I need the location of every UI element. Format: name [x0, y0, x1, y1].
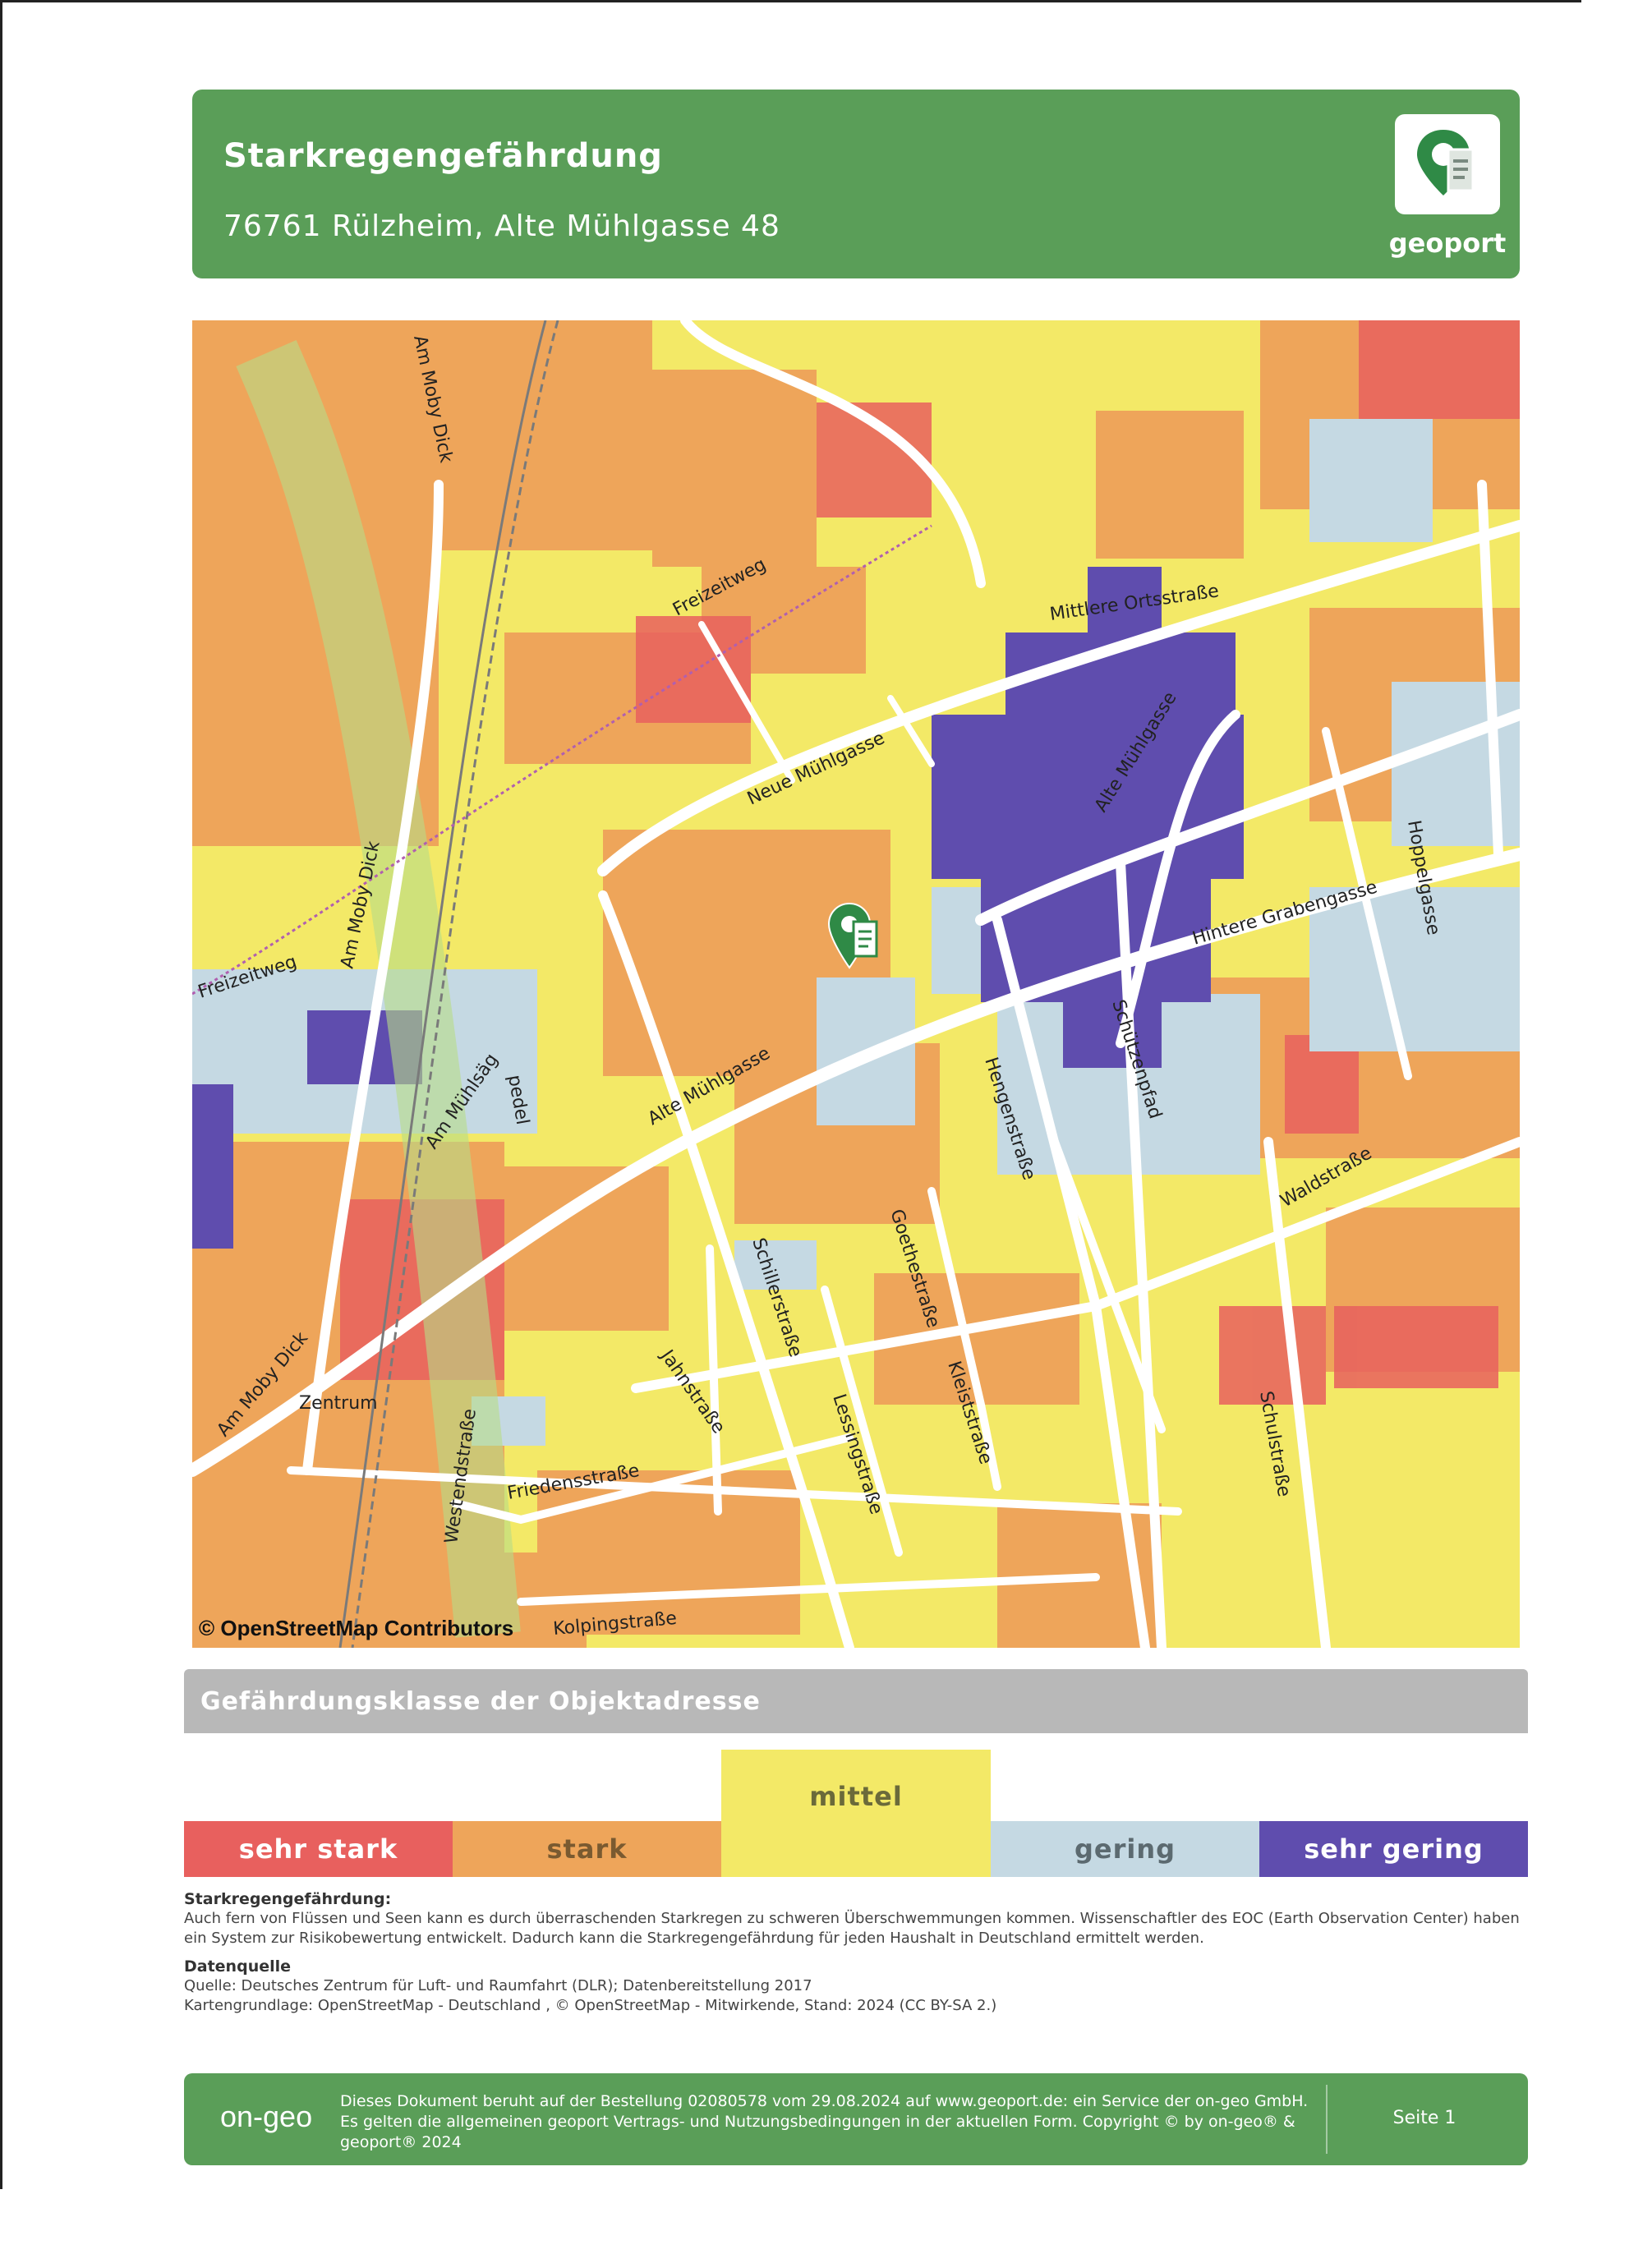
hazard-class-very-low: sehr gering: [1259, 1821, 1528, 1877]
railway-lines: [338, 320, 559, 1648]
hazard-class-strong: stark: [453, 1821, 721, 1877]
on-geo-logo: on-geo: [220, 2100, 313, 2133]
report-header: Starkregengefährdung 76761 Rülzheim, Alt…: [192, 90, 1520, 278]
hazard-class-very-strong: sehr stark: [184, 1821, 453, 1877]
hazard-map[interactable]: Am Moby Dick Am Moby Dick Am Moby Dick F…: [192, 320, 1520, 1648]
geoport-logo-text: geoport: [1388, 228, 1507, 259]
street-label-zentrum: Zentrum: [299, 1393, 378, 1414]
datasource-basemap-line: Kartengrundlage: OpenStreetMap - Deutsch…: [184, 1997, 997, 2014]
zones-very-low: [192, 567, 1244, 1249]
map-attribution: © OpenStreetMap Contributors: [199, 1616, 514, 1640]
report-title: Starkregengefährdung: [223, 137, 663, 175]
map-pin-icon[interactable]: [827, 902, 878, 969]
park-band: [236, 339, 521, 1638]
footer-legal-text: Dieses Dokument beruht auf der Bestellun…: [340, 2092, 1309, 2151]
top-border-rule: [0, 0, 1581, 2]
hazard-class-medium-active: mittel: [721, 1750, 991, 1877]
description-heading: Starkregengefährdung:: [184, 1890, 392, 1908]
footpath-freizeitweg: [192, 524, 932, 996]
map-pin-document-icon: [1417, 130, 1475, 196]
hazard-class-section-header: Gefährdungsklasse der Objektadresse: [184, 1669, 1528, 1733]
description-text: Auch fern von Flüssen und Seen kann es d…: [184, 1910, 1520, 1947]
hazard-map-canvas: Am Moby Dick Am Moby Dick Am Moby Dick F…: [192, 320, 1520, 1648]
datasource-heading: Datenquelle: [184, 1957, 292, 1976]
road-network: [192, 320, 1520, 1648]
page-footer: on-geo Dieses Dokument beruht auf der Be…: [184, 2073, 1528, 2165]
hazard-class-low: gering: [991, 1821, 1259, 1877]
footer-divider: [1326, 2085, 1328, 2154]
object-address: 76761 Rülzheim, Alte Mühlgasse 48: [223, 209, 780, 243]
hazard-class-scale: sehr stark stark mittel gering sehr geri…: [184, 1750, 1528, 1877]
page-number: Seite 1: [1392, 2108, 1456, 2128]
info-text-section: Starkregengefährdung: Auch fern von Flüs…: [184, 1889, 1528, 2016]
geoport-logo-badge: [1395, 114, 1500, 214]
datasource-source-line: Quelle: Deutsches Zentrum für Luft- und …: [184, 1977, 812, 1994]
hazard-class-section-title: Gefährdungsklasse der Objektadresse: [200, 1687, 761, 1716]
left-border-rule: [0, 0, 2, 2189]
